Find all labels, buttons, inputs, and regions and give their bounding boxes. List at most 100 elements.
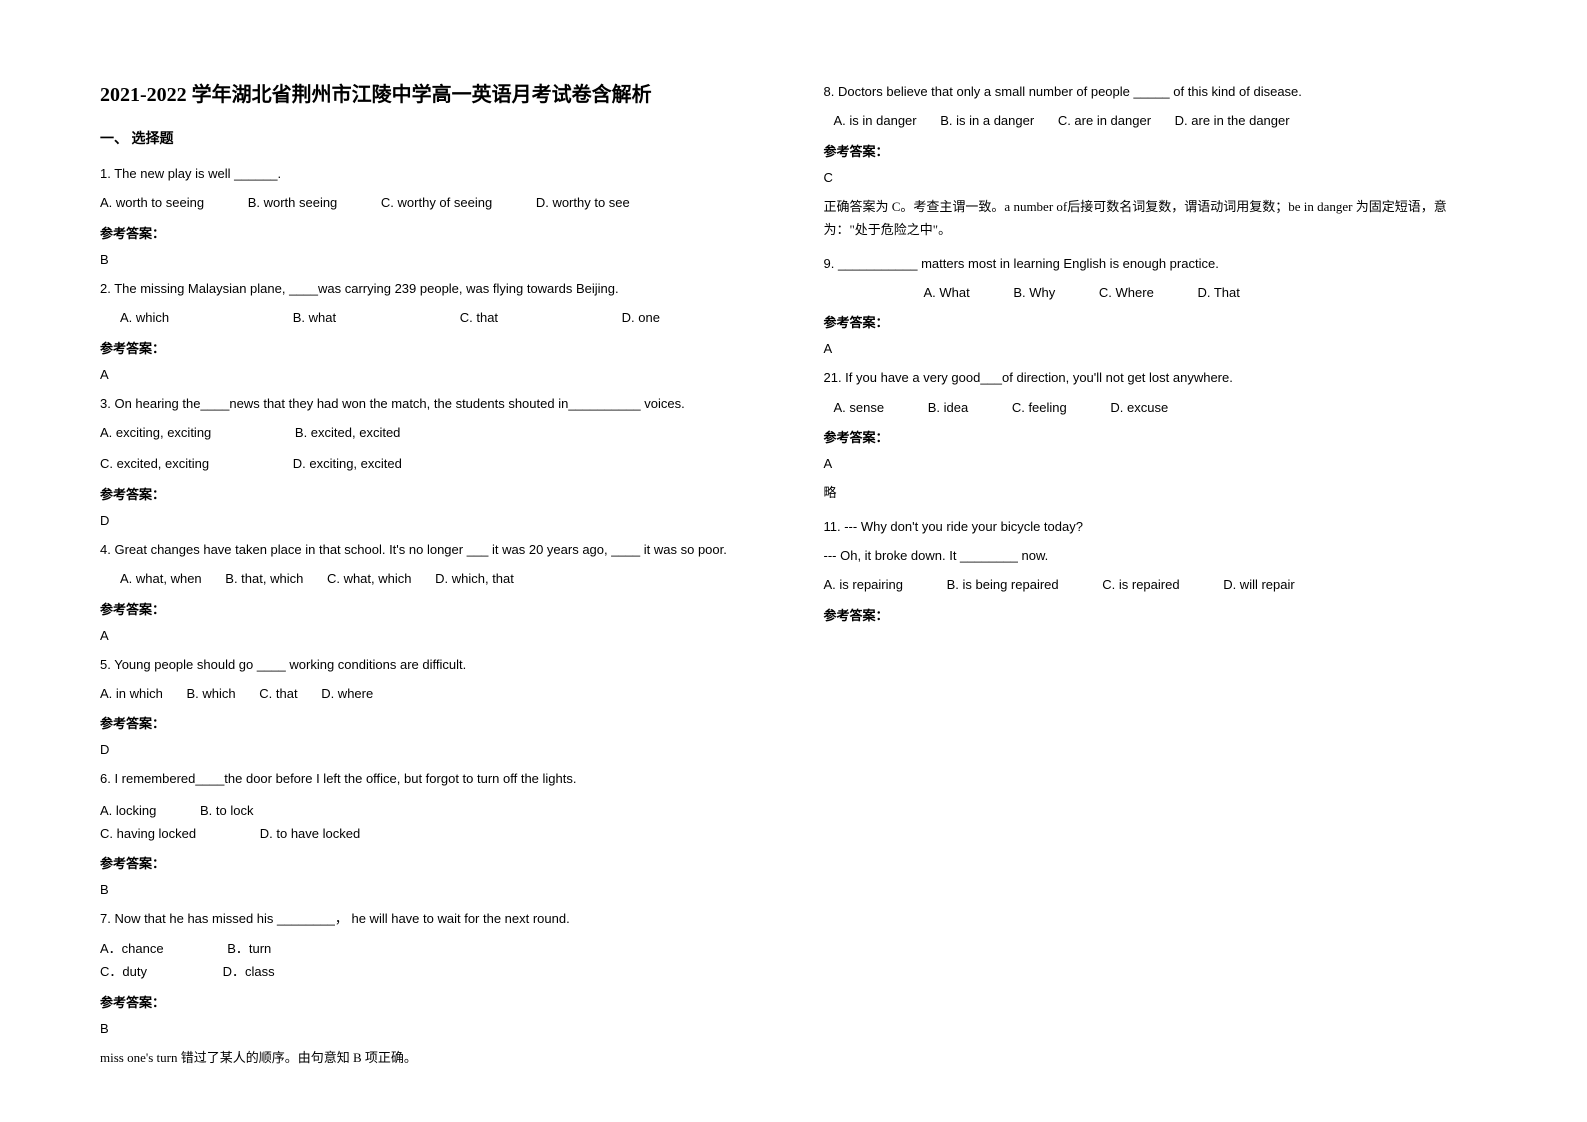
q5-opt-a: A. in which (100, 682, 163, 705)
q5-answer: D (100, 742, 764, 757)
q11-opt-a: A. is repairing (824, 573, 903, 596)
q8-opt-a: A. is in danger (834, 109, 917, 132)
q7-opt-d: D．class (223, 960, 275, 983)
q8-answer: C (824, 170, 1488, 185)
question-8: 8. Doctors believe that only a small num… (824, 80, 1488, 242)
question-3: 3. On hearing the____news that they had … (100, 392, 764, 528)
q2-answer-label: 参考答案： (100, 338, 764, 357)
q3-options: A. exciting, exciting B. excited, excite… (100, 421, 764, 476)
q6-opt-b: B. to lock (200, 799, 253, 822)
q10-text: 21. If you have a very good___of directi… (824, 366, 1488, 389)
q6-options-ab: A. locking B. to lock (100, 799, 764, 822)
q8-opt-c: C. are in danger (1058, 109, 1151, 132)
question-11: 11. --- Why don't you ride your bicycle … (824, 515, 1488, 624)
q8-text: 8. Doctors believe that only a small num… (824, 80, 1488, 103)
q8-opt-b: B. is in a danger (940, 109, 1034, 132)
q11-opt-d: D. will repair (1223, 573, 1295, 596)
q6-answer: B (100, 882, 764, 897)
q7-explanation: miss one's turn 错过了某人的顺序。由句意知 B 项正确。 (100, 1046, 764, 1069)
q1-opt-a: A. worth to seeing (100, 191, 204, 214)
question-6-part2: C. having locked D. to have locked 参考答案：… (100, 822, 764, 897)
q7-opt-b: B．turn (227, 937, 271, 960)
q1-answer-label: 参考答案： (100, 223, 764, 242)
q6-opt-d: D. to have locked (260, 822, 360, 845)
q8-explanation: 正确答案为 C。考查主谓一致。a number of后接可数名词复数，谓语动词用… (824, 195, 1488, 242)
q9-opt-b: B. Why (1013, 281, 1055, 304)
q6-answer-label: 参考答案： (100, 853, 764, 872)
q5-opt-d: D. where (321, 682, 373, 705)
q10-opt-b: B. idea (928, 396, 968, 419)
q11-text1: 11. --- Why don't you ride your bicycle … (824, 515, 1488, 538)
q9-answer-label: 参考答案： (824, 312, 1488, 331)
q3-text: 3. On hearing the____news that they had … (100, 392, 764, 415)
question-5: 5. Young people should go ____ working c… (100, 653, 764, 758)
q2-answer: A (100, 367, 764, 382)
q5-answer-label: 参考答案： (100, 713, 764, 732)
question-2: 2. The missing Malaysian plane, ____was … (100, 277, 764, 382)
q1-text: 1. The new play is well ______. (100, 162, 764, 185)
q10-opt-d: D. excuse (1110, 396, 1168, 419)
q1-opt-b: B. worth seeing (248, 191, 338, 214)
q1-opt-c: C. worthy of seeing (381, 191, 492, 214)
q11-opt-c: C. is repaired (1102, 573, 1179, 596)
q1-opt-d: D. worthy to see (536, 191, 630, 214)
q6-text: 6. I remembered____the door before I lef… (100, 767, 764, 790)
q9-answer: A (824, 341, 1488, 356)
q2-opt-c: C. that (460, 306, 498, 329)
q4-text: 4. Great changes have taken place in tha… (100, 538, 764, 561)
q2-text: 2. The missing Malaysian plane, ____was … (100, 277, 764, 300)
q3-opt-b: B. excited, excited (295, 421, 401, 444)
q11-answer-label: 参考答案： (824, 605, 1488, 624)
q3-answer-label: 参考答案： (100, 484, 764, 503)
q6-opt-a: A. locking (100, 799, 156, 822)
q8-answer-label: 参考答案： (824, 141, 1488, 160)
q3-opt-d: D. exciting, excited (293, 452, 402, 475)
question-1: 1. The new play is well ______. A. worth… (100, 162, 764, 267)
q4-opt-b: B. that, which (225, 567, 303, 590)
question-9: 9. ___________ matters most in learning … (824, 252, 1488, 357)
q3-opt-a: A. exciting, exciting (100, 421, 211, 444)
section-header-choice: 一、 选择题 (100, 128, 764, 148)
q5-options: A. in which B. which C. that D. where (100, 682, 764, 705)
q7-text: 7. Now that he has missed his ________， … (100, 907, 764, 930)
question-10: 21. If you have a very good___of directi… (824, 366, 1488, 504)
q4-opt-c: C. what, which (327, 567, 412, 590)
q9-options: A. What B. Why C. Where D. That (924, 281, 1488, 304)
q5-opt-c: C. that (259, 682, 297, 705)
q1-answer: B (100, 252, 764, 267)
q7-options: A．chance B．turn C．duty D．class (100, 937, 764, 984)
q9-opt-d: D. That (1197, 281, 1239, 304)
q4-opt-a: A. what, when (120, 567, 202, 590)
q6-opt-c: C. having locked (100, 822, 196, 845)
q1-options: A. worth to seeing B. worth seeing C. wo… (100, 191, 764, 214)
q10-opt-c: C. feeling (1012, 396, 1067, 419)
q10-answer: A (824, 456, 1488, 471)
q10-answer-label: 参考答案： (824, 427, 1488, 446)
q11-opt-b: B. is being repaired (947, 573, 1059, 596)
q7-opt-a: A．chance (100, 937, 164, 960)
q3-opt-c: C. excited, exciting (100, 452, 209, 475)
q9-opt-a: A. What (924, 281, 970, 304)
q7-answer: B (100, 1021, 764, 1036)
q4-opt-d: D. which, that (435, 567, 514, 590)
q5-text: 5. Young people should go ____ working c… (100, 653, 764, 676)
q2-opt-b: B. what (293, 306, 336, 329)
q6-options-cd: C. having locked D. to have locked (100, 822, 764, 845)
q8-opt-d: D. are in the danger (1175, 109, 1290, 132)
q4-answer-label: 参考答案： (100, 599, 764, 618)
q11-options: A. is repairing B. is being repaired C. … (824, 573, 1488, 596)
q2-opt-a: A. which (120, 306, 169, 329)
q2-opt-d: D. one (622, 306, 660, 329)
question-4: 4. Great changes have taken place in tha… (100, 538, 764, 643)
q7-answer-label: 参考答案： (100, 992, 764, 1011)
question-7: 7. Now that he has missed his ________， … (100, 907, 764, 1069)
q2-options: A. which B. what C. that D. one (100, 306, 764, 329)
question-6-part1: 6. I remembered____the door before I lef… (100, 767, 764, 822)
q5-opt-b: B. which (187, 682, 236, 705)
q10-opt-a: A. sense (834, 396, 885, 419)
q9-opt-c: C. Where (1099, 281, 1154, 304)
q10-explanation: 略 (824, 481, 1488, 504)
q9-text: 9. ___________ matters most in learning … (824, 252, 1488, 275)
q8-options: A. is in danger B. is in a danger C. are… (834, 109, 1488, 132)
q4-answer: A (100, 628, 764, 643)
